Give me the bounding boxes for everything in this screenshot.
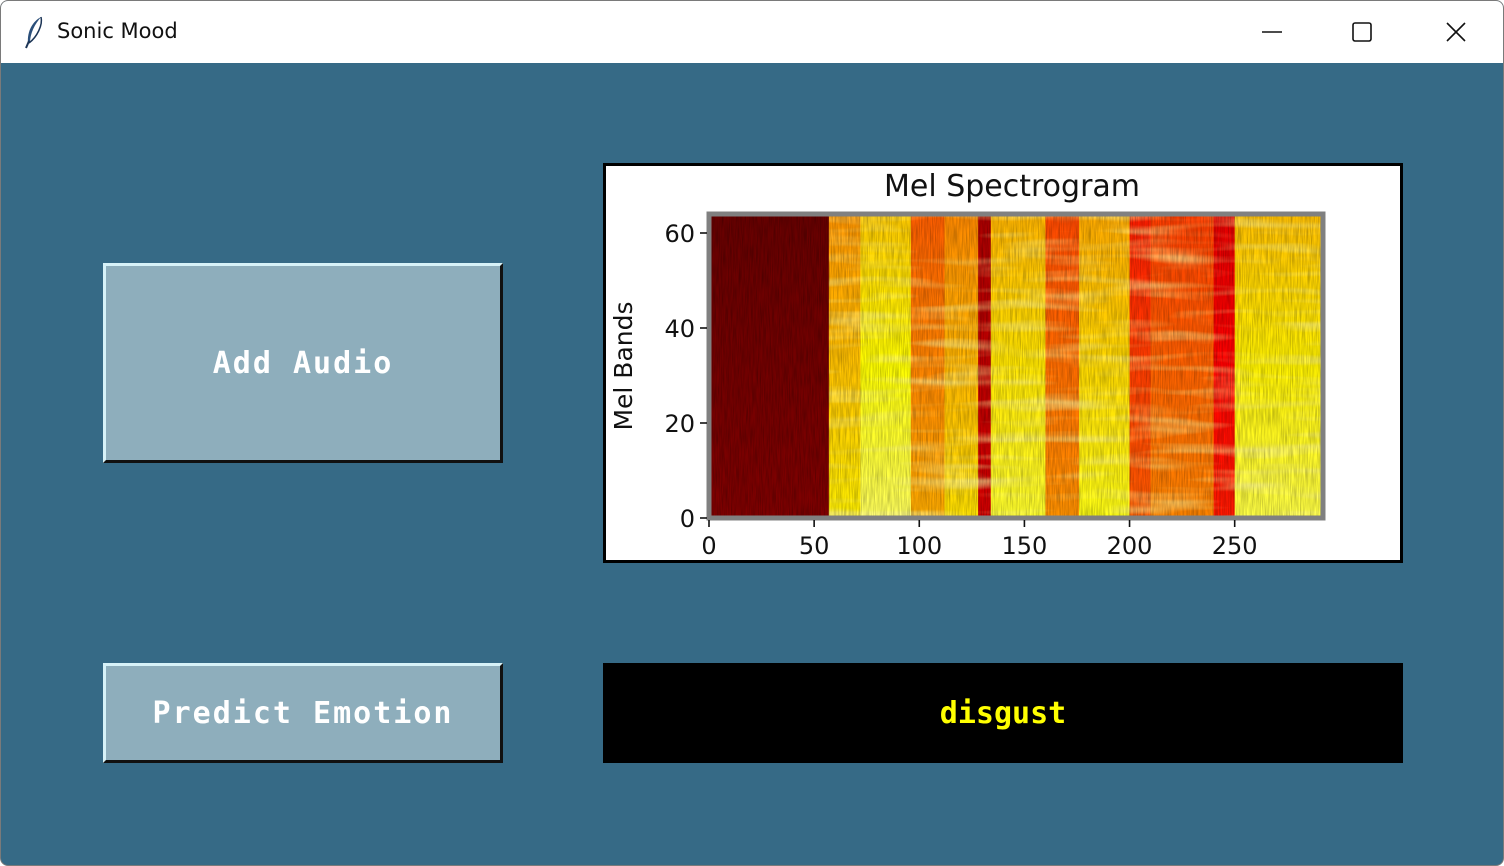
x-tick-label: 0 (701, 532, 716, 560)
minimize-button[interactable] (1227, 1, 1317, 63)
minimize-icon (1262, 31, 1282, 33)
y-tick-label: 60 (664, 220, 695, 248)
x-tick-label: 50 (799, 532, 830, 560)
spectrogram-plot: Mel Spectrogram Mel Bands 0 50 100 150 200 25… (603, 163, 1403, 563)
close-button[interactable] (1411, 1, 1501, 63)
close-icon (1446, 22, 1466, 42)
predict-emotion-button[interactable]: Predict Emotion (103, 663, 503, 763)
maximize-icon (1352, 22, 1372, 42)
maximize-button[interactable] (1317, 1, 1407, 63)
x-tick-label: 200 (1107, 532, 1153, 560)
spectrogram-grain-texture (709, 214, 1323, 518)
chart-title: Mel Spectrogram (884, 169, 1140, 204)
y-tick-label: 0 (680, 505, 695, 533)
x-tick-label: 250 (1212, 532, 1258, 560)
feather-icon (25, 16, 43, 49)
window-title: Sonic Mood (57, 19, 178, 43)
y-axis-label: Mel Bands (609, 301, 638, 430)
x-tick-label: 150 (1002, 532, 1048, 560)
x-tick-label: 100 (896, 532, 942, 560)
title-bar[interactable]: Sonic Mood (1, 1, 1503, 63)
mel-spectrogram-chart: Mel Spectrogram Mel Bands 0 50 100 150 200 25… (609, 169, 1326, 560)
add-audio-button[interactable]: Add Audio (103, 263, 503, 463)
plot-border (706, 211, 1326, 521)
emotion-result-display: disgust (603, 663, 1403, 763)
y-tick-label: 20 (664, 410, 695, 438)
y-tick-label: 40 (664, 315, 695, 343)
